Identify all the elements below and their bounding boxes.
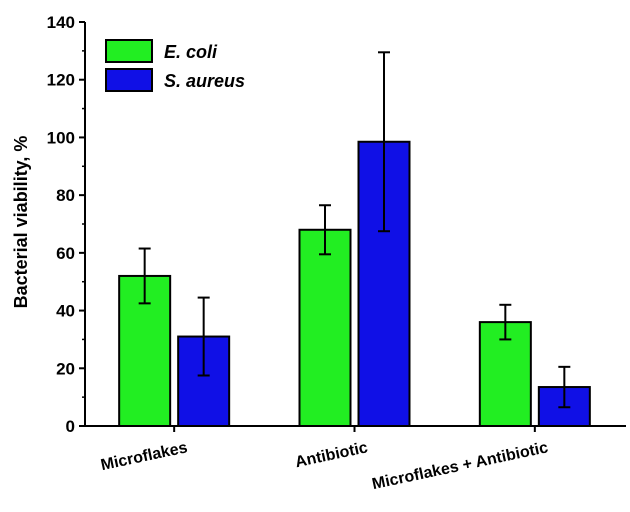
legend-swatch-e-coli — [105, 39, 153, 63]
x-tick-label: Antibiotic — [294, 439, 370, 471]
y-tick-label: 120 — [47, 71, 75, 90]
legend: E. coli S. aureus — [105, 39, 245, 92]
y-tick-label: 80 — [56, 186, 75, 205]
y-axis-title: Bacterial viability, % — [11, 136, 31, 309]
plot-area: 0 20 40 60 80 100 120 140 Microflakes Antibiotic M… — [47, 13, 626, 493]
legend-label-s-aureus: S. aureus — [164, 71, 245, 91]
y-tick-label: 40 — [56, 302, 75, 321]
bar — [177, 335, 231, 427]
y-tick-label: 0 — [66, 417, 75, 436]
x-tick-label: Microflakes — [99, 439, 189, 474]
bar — [298, 228, 352, 427]
y-tick-label: 100 — [47, 128, 75, 147]
x-tick-label: Microflakes + Antibiotic — [371, 439, 550, 493]
legend-label-e-coli: E. coli — [164, 42, 218, 62]
legend-swatch-s-aureus — [105, 68, 153, 92]
y-tick-label: 140 — [47, 13, 75, 32]
y-tick-label: 20 — [56, 359, 75, 378]
y-tick-label: 60 — [56, 244, 75, 263]
